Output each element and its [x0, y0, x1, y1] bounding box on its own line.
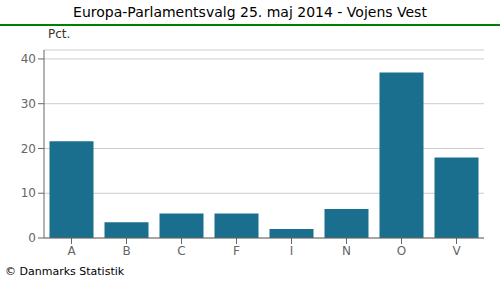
svg-text:O: O — [397, 244, 406, 258]
svg-text:0: 0 — [28, 231, 36, 245]
html-text:Europa-Parlamentsvalg 25. maj: Europa-Parlamentsvalg 25. maj 2014 - Voj… — [73, 4, 427, 20]
svg-text:30: 30 — [21, 97, 36, 111]
svg-text:B: B — [122, 244, 130, 258]
svg-text:C: C — [177, 244, 185, 258]
svg-text:N: N — [342, 244, 351, 258]
svg-text:10: 10 — [21, 186, 36, 200]
html-text:© Danmarks Statistik: © Danmarks Statistik — [5, 265, 125, 278]
html-text:Pct.: Pct. — [48, 27, 71, 41]
svg-text:20: 20 — [21, 142, 36, 156]
svg-text:A: A — [67, 244, 76, 258]
svg-text:40: 40 — [21, 52, 36, 66]
svg-text:F: F — [233, 244, 240, 258]
svg-text:I: I — [290, 244, 294, 258]
svg-text:V: V — [452, 244, 461, 258]
